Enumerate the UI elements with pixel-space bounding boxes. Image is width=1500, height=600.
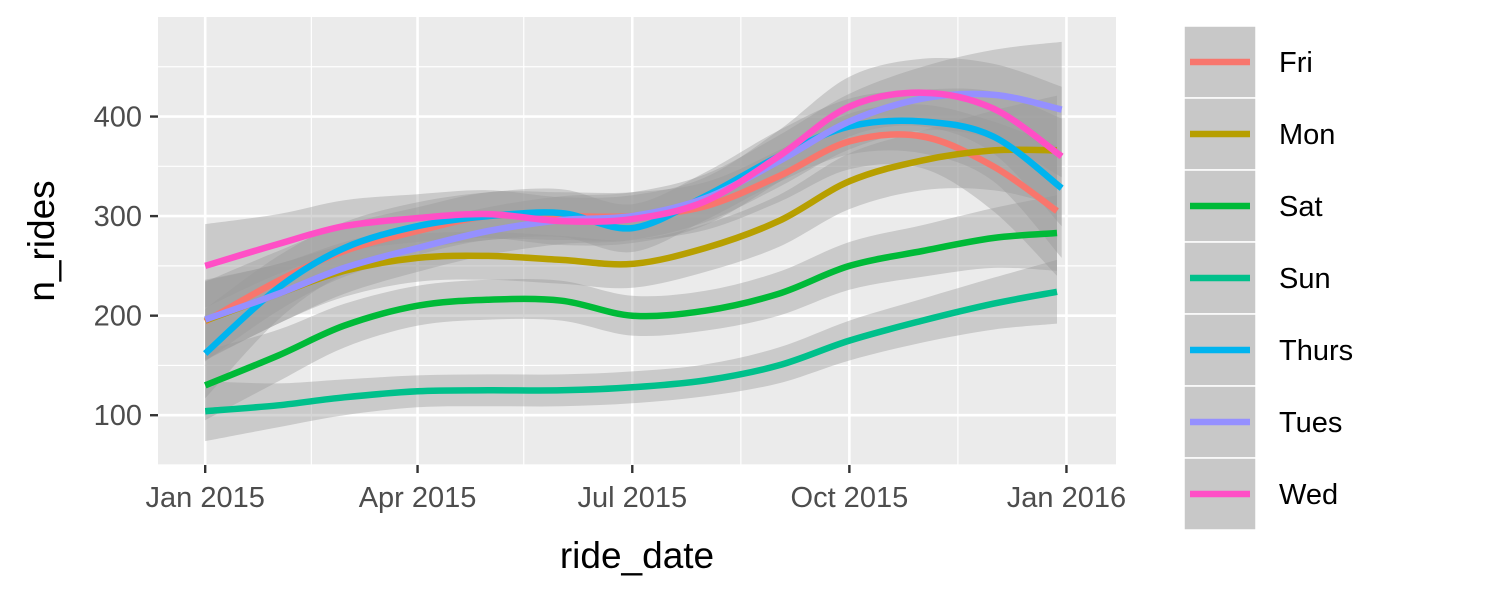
y-axis-title: n_rides xyxy=(21,180,62,301)
y-axis: 100 200 300 400 xyxy=(94,102,158,432)
y-tick-label: 100 xyxy=(94,400,142,432)
legend-label-wed: Wed xyxy=(1279,479,1338,511)
y-tick-label: 200 xyxy=(94,301,142,333)
legend-label-sat: Sat xyxy=(1279,191,1323,223)
series-lines xyxy=(203,89,1064,415)
series-line-wed xyxy=(204,89,1064,270)
x-tick-label: Jan 2015 xyxy=(146,482,265,514)
legend-label-fri: Fri xyxy=(1279,47,1313,79)
series-line-sat xyxy=(203,229,1058,389)
y-tick-label: 300 xyxy=(94,201,142,233)
legend-label-sun: Sun xyxy=(1279,263,1331,295)
y-tick-label: 400 xyxy=(94,102,142,134)
x-tick-label: Jul 2015 xyxy=(577,482,687,514)
x-tick-label: Oct 2015 xyxy=(791,482,909,514)
confidence-band-thurs xyxy=(205,88,1062,399)
confidence-band-sun xyxy=(205,259,1057,442)
series-line-sun xyxy=(204,288,1058,415)
x-axis: Jan 2015 Apr 2015 Jul 2015 Oct 2015 Jan 2016 xyxy=(146,465,1126,514)
legend-label-mon: Mon xyxy=(1279,119,1335,151)
legend: Fri Mon Sat Sun Thurs Tues Wed xyxy=(1183,25,1353,531)
legend-label-thurs: Thurs xyxy=(1279,335,1353,367)
x-axis-title: ride_date xyxy=(560,535,714,576)
legend-label-tues: Tues xyxy=(1279,407,1342,439)
confidence-band-sat xyxy=(205,195,1057,421)
confidence-band-mon xyxy=(205,95,1057,361)
x-tick-label: Jan 2016 xyxy=(1007,482,1126,514)
series-line-thurs xyxy=(203,117,1064,356)
confidence-band-fri xyxy=(205,104,1057,362)
x-tick-label: Apr 2015 xyxy=(359,482,477,514)
